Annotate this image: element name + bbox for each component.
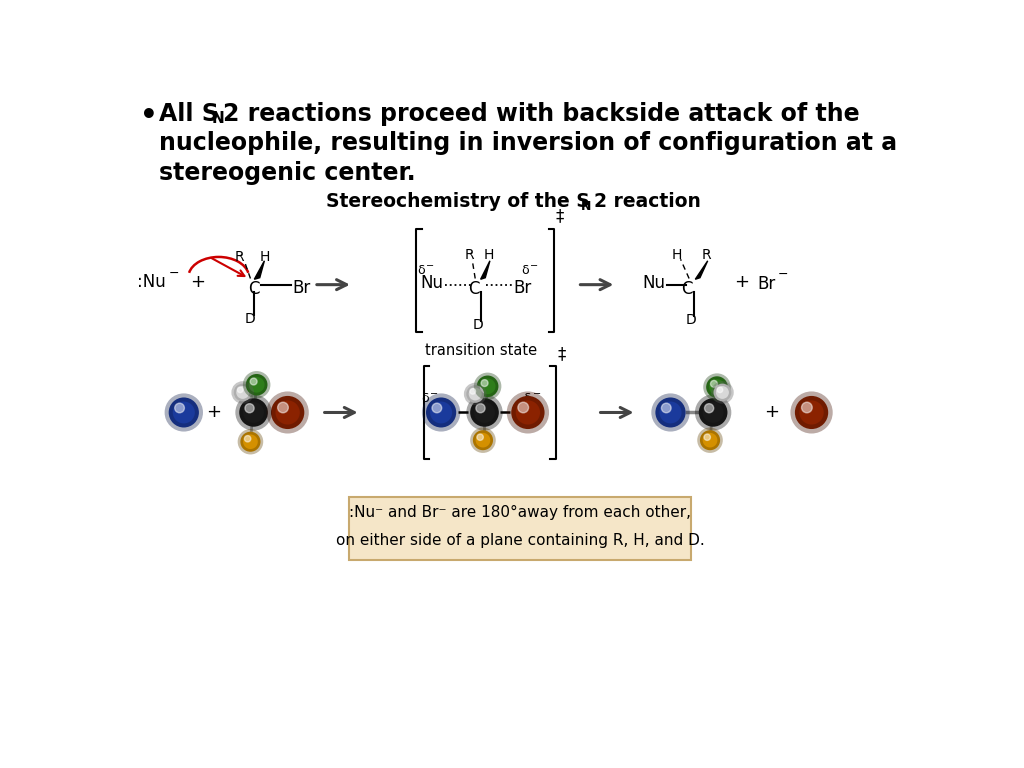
Circle shape — [245, 404, 254, 412]
Text: N: N — [212, 111, 224, 126]
Text: H: H — [483, 248, 494, 263]
Text: −: − — [777, 268, 787, 281]
Circle shape — [655, 398, 686, 428]
Text: All S: All S — [159, 102, 219, 126]
Text: C: C — [468, 280, 479, 298]
Text: D: D — [472, 318, 483, 332]
Circle shape — [481, 379, 488, 386]
Text: δ: δ — [523, 392, 530, 405]
Circle shape — [705, 404, 714, 412]
Text: +: + — [734, 273, 749, 290]
Polygon shape — [254, 261, 264, 280]
Text: −: − — [168, 267, 179, 280]
Text: Stereochemistry of the S: Stereochemistry of the S — [326, 192, 590, 211]
Circle shape — [795, 396, 828, 429]
Text: +: + — [206, 403, 221, 422]
Text: R: R — [464, 248, 474, 263]
FancyBboxPatch shape — [349, 497, 691, 561]
Circle shape — [470, 389, 475, 394]
Circle shape — [175, 403, 184, 412]
Circle shape — [278, 402, 289, 413]
Text: −: − — [430, 389, 438, 399]
Text: Nu: Nu — [643, 274, 666, 292]
Circle shape — [169, 398, 199, 428]
Circle shape — [700, 430, 720, 450]
Text: N: N — [582, 200, 592, 213]
Circle shape — [477, 434, 483, 440]
Circle shape — [477, 376, 499, 397]
Text: −: − — [532, 389, 541, 399]
Text: R: R — [234, 250, 245, 264]
Text: nucleophile, resulting in inversion of configuration at a: nucleophile, resulting in inversion of c… — [159, 131, 897, 155]
Circle shape — [518, 402, 528, 413]
Circle shape — [240, 399, 268, 427]
Text: δ: δ — [521, 264, 528, 277]
Text: +: + — [190, 273, 205, 290]
Circle shape — [426, 398, 457, 428]
Circle shape — [246, 374, 267, 396]
Text: •: • — [139, 102, 158, 130]
Text: Br: Br — [292, 279, 310, 296]
Text: ‡: ‡ — [557, 345, 565, 363]
Circle shape — [707, 376, 728, 398]
Text: D: D — [245, 312, 256, 326]
Text: R: R — [701, 248, 711, 263]
Circle shape — [711, 380, 718, 387]
Text: transition state: transition state — [425, 343, 537, 358]
Text: C: C — [248, 280, 259, 297]
Text: C: C — [681, 280, 692, 297]
Circle shape — [241, 432, 260, 452]
Circle shape — [238, 387, 243, 392]
Circle shape — [714, 383, 731, 402]
Text: Nu: Nu — [420, 274, 443, 292]
Circle shape — [432, 403, 441, 412]
Circle shape — [717, 387, 723, 392]
Circle shape — [466, 385, 484, 403]
Circle shape — [698, 399, 727, 427]
Text: H: H — [672, 248, 682, 263]
Circle shape — [511, 396, 545, 429]
Text: ‡: ‡ — [556, 207, 564, 225]
Text: −: − — [426, 261, 434, 271]
Circle shape — [271, 396, 304, 429]
Circle shape — [802, 402, 812, 413]
Circle shape — [473, 430, 493, 450]
Text: Br: Br — [758, 275, 775, 293]
Text: stereogenic center.: stereogenic center. — [159, 161, 416, 184]
Circle shape — [245, 435, 251, 442]
Text: on either side of a plane containing R, H, and D.: on either side of a plane containing R, … — [336, 532, 705, 548]
Polygon shape — [695, 261, 708, 280]
Polygon shape — [480, 261, 489, 280]
Circle shape — [250, 378, 257, 385]
Text: D: D — [685, 313, 696, 327]
Text: −: − — [530, 261, 539, 271]
Text: δ: δ — [421, 392, 429, 405]
Text: Br: Br — [513, 279, 531, 296]
Text: H: H — [259, 250, 269, 264]
Circle shape — [662, 403, 671, 412]
Circle shape — [476, 404, 485, 412]
Circle shape — [470, 399, 499, 427]
Text: 2 reaction: 2 reaction — [594, 192, 700, 211]
Circle shape — [233, 383, 252, 402]
Text: 2 reactions proceed with backside attack of the: 2 reactions proceed with backside attack… — [223, 102, 860, 126]
Circle shape — [703, 434, 711, 440]
Text: :Nu⁻ and Br⁻ are 180°away from each other,: :Nu⁻ and Br⁻ are 180°away from each othe… — [349, 505, 691, 520]
Text: +: + — [764, 403, 778, 422]
Text: :Nu: :Nu — [137, 273, 166, 290]
Text: δ: δ — [417, 264, 425, 277]
